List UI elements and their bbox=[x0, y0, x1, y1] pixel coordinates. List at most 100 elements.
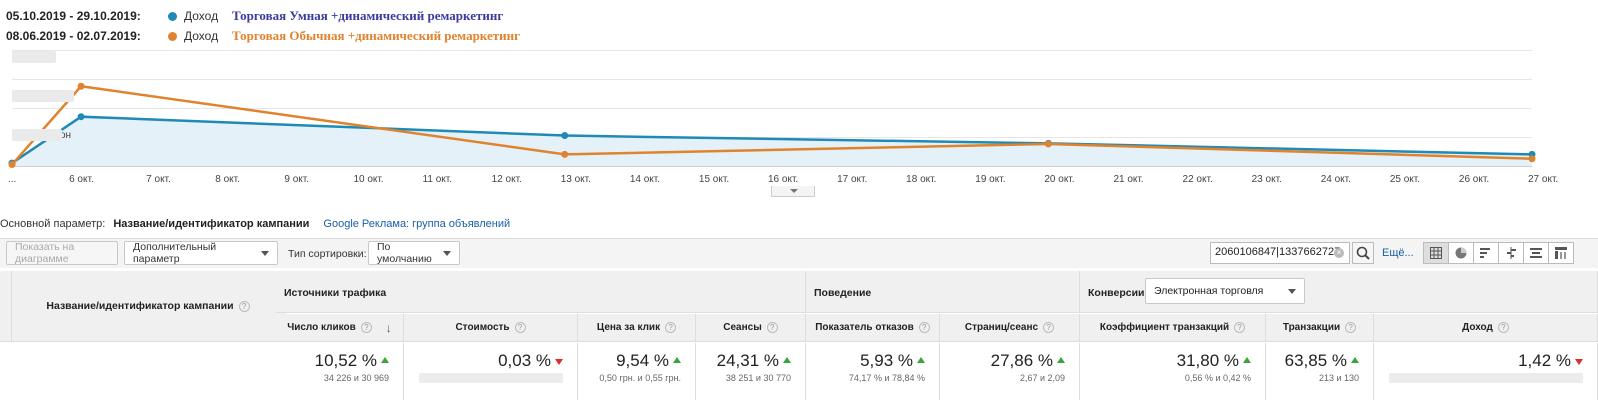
arrow-up-icon bbox=[1243, 357, 1251, 363]
x-tick-label: 21 окт. bbox=[1113, 174, 1143, 185]
metric-value-cell: 5,93 % 74,17 % и 78,84 % bbox=[806, 343, 940, 400]
primary-dimension-ad-group-link[interactable]: Google Реклама: группа объявлений bbox=[323, 218, 511, 230]
pivot-icon bbox=[1555, 247, 1567, 259]
primary-dimension-active: Название/идентификатор кампании bbox=[113, 218, 310, 230]
help-icon[interactable]: ? bbox=[238, 300, 250, 312]
search-button[interactable] bbox=[1352, 242, 1374, 264]
data-point-s1-3[interactable] bbox=[1044, 140, 1052, 148]
column-header-label: Доход bbox=[1462, 322, 1493, 333]
data-point-s1-0[interactable] bbox=[8, 161, 16, 169]
column-header[interactable]: Страниц/сеанс? bbox=[940, 314, 1080, 342]
help-icon[interactable]: ? bbox=[1234, 322, 1246, 333]
help-icon[interactable]: ? bbox=[1043, 322, 1055, 333]
data-point-s1-1[interactable] bbox=[77, 82, 85, 90]
help-icon[interactable]: ? bbox=[360, 322, 372, 333]
column-header[interactable]: Доход? bbox=[1374, 314, 1598, 342]
sort-descending-icon[interactable]: ↓ bbox=[385, 320, 392, 335]
redacted-y-label bbox=[12, 90, 74, 102]
view-term-cloud-button[interactable] bbox=[1523, 242, 1549, 264]
column-header[interactable]: Транзакции? bbox=[1266, 314, 1374, 342]
comparison-icon bbox=[1507, 247, 1516, 259]
legend-metric: Доход bbox=[184, 9, 219, 23]
view-comparison-button[interactable] bbox=[1498, 242, 1524, 264]
metric-value-cell: 24,31 % 38 251 и 30 770 bbox=[696, 343, 806, 400]
column-header[interactable]: Стоимость? bbox=[404, 314, 578, 342]
metric-value-cell: 1,42 % bbox=[1374, 343, 1598, 400]
metric-change-value: 9,54 % bbox=[616, 351, 669, 370]
view-pie-button[interactable] bbox=[1448, 242, 1474, 264]
group-header-behavior-label: Поведение bbox=[814, 287, 872, 299]
redacted-y-label bbox=[12, 129, 62, 141]
metric-compare-values: 0,56 % и 0,42 % bbox=[1184, 373, 1251, 383]
select-all-checkbox-column[interactable] bbox=[0, 271, 12, 342]
column-header[interactable]: Сеансы? bbox=[696, 314, 806, 342]
view-performance-button[interactable] bbox=[1473, 242, 1499, 264]
group-header-behavior: Поведение bbox=[806, 271, 1080, 313]
arrow-up-icon bbox=[917, 357, 925, 363]
data-point-s0-2[interactable] bbox=[561, 132, 569, 140]
chevron-down-icon bbox=[443, 250, 451, 256]
column-header-label: Число кликов bbox=[287, 322, 356, 333]
column-header[interactable]: Коэффициент транзакций? bbox=[1080, 314, 1266, 342]
data-point-s1-4[interactable] bbox=[1528, 155, 1536, 163]
help-icon[interactable]: ? bbox=[1345, 322, 1357, 333]
advanced-filter-link[interactable]: Ещё... bbox=[1382, 247, 1414, 259]
secondary-dimension-dropdown[interactable]: Дополнительный параметр bbox=[124, 241, 278, 265]
arrow-down-icon bbox=[555, 359, 563, 365]
clear-search-icon[interactable]: × bbox=[1334, 248, 1344, 258]
redacted-compare-values bbox=[404, 373, 563, 385]
help-icon[interactable]: ? bbox=[766, 322, 778, 333]
x-tick-label: 9 окт. bbox=[284, 174, 309, 185]
arrow-down-icon bbox=[1575, 359, 1583, 365]
help-icon[interactable]: ? bbox=[665, 322, 677, 333]
data-point-s1-2[interactable] bbox=[561, 150, 569, 158]
view-switcher bbox=[1423, 242, 1574, 264]
column-header-label: Цена за клик bbox=[596, 322, 661, 333]
column-header[interactable]: Показатель отказов? bbox=[806, 314, 940, 342]
data-point-s0-1[interactable] bbox=[77, 113, 85, 121]
conversion-type-dropdown[interactable]: Электронная торговля bbox=[1145, 278, 1305, 304]
column-header[interactable]: Цена за клик? bbox=[578, 314, 696, 342]
x-axis-labels: ... 6 окт. 7 окт. 8 окт. 9 окт. 10 окт. 11 окт… bbox=[8, 174, 1558, 185]
x-tick-label: 6 окт. bbox=[69, 174, 94, 185]
legend-metric: Доход bbox=[184, 29, 219, 43]
legend-row-2: 08.06.2019 - 02.07.2019: Доход Торговая … bbox=[6, 26, 520, 46]
redacted-y-label bbox=[12, 51, 56, 63]
metric-change-value: 10,52 % bbox=[314, 351, 377, 370]
column-header[interactable]: Число кликов? ↓ bbox=[276, 314, 404, 342]
arrow-up-icon bbox=[1351, 357, 1359, 363]
legend-series-name: Торговая Умная +динамический ремаркетинг bbox=[232, 8, 504, 23]
view-table-button[interactable] bbox=[1423, 242, 1449, 264]
chevron-down-icon bbox=[261, 250, 269, 256]
collapse-chart-toggle[interactable] bbox=[771, 186, 815, 197]
revenue-line-chart[interactable]: ... 6 окт. 7 окт. 8 окт. 9 окт. 10 окт. 11 окт… bbox=[0, 44, 1598, 194]
help-icon[interactable]: ? bbox=[918, 322, 930, 333]
help-icon[interactable]: ? bbox=[514, 322, 526, 333]
x-tick-label: 15 окт. bbox=[699, 174, 729, 185]
metric-value-cell: 27,86 % 2,67 и 2,09 bbox=[940, 343, 1080, 400]
x-tick-label: ... bbox=[8, 174, 16, 185]
chart-legend: 05.10.2019 - 29.10.2019: Доход Торговая … bbox=[6, 6, 520, 46]
x-tick-label: 25 окт. bbox=[1390, 174, 1420, 185]
column-header-label: Стоимость bbox=[455, 322, 510, 333]
view-pivot-button[interactable] bbox=[1548, 242, 1574, 264]
plot-rows-button[interactable]: Показать на диаграмме bbox=[6, 241, 118, 265]
x-tick-label: 22 окт. bbox=[1183, 174, 1213, 185]
sort-type-dropdown[interactable]: По умолчанию bbox=[368, 241, 460, 265]
bar-list-icon bbox=[1480, 248, 1490, 258]
table-filter-input[interactable]: 2060106847|1337662727 bbox=[1210, 242, 1350, 264]
sort-type-label: Тип сортировки: bbox=[288, 248, 367, 260]
metric-compare-values: 34 226 и 30 969 bbox=[323, 373, 389, 383]
x-tick-label: 8 окт. bbox=[215, 174, 240, 185]
help-icon[interactable]: ? bbox=[1497, 322, 1509, 333]
arrow-up-icon bbox=[673, 357, 681, 363]
campaign-name-header[interactable]: Название/идентификатор кампании ? bbox=[12, 271, 285, 342]
x-tick-label: 23 окт. bbox=[1252, 174, 1282, 185]
metric-change-value: 5,93 % bbox=[860, 351, 913, 370]
metric-change-value: 1,42 % bbox=[1518, 351, 1571, 370]
group-header-conversions-label: Конверсии bbox=[1088, 287, 1145, 299]
x-tick-label: 12 окт. bbox=[492, 174, 522, 185]
x-tick-label: 10 окт. bbox=[353, 174, 383, 185]
metric-compare-values: 213 и 130 bbox=[1318, 373, 1359, 383]
chart-series bbox=[8, 82, 1536, 169]
